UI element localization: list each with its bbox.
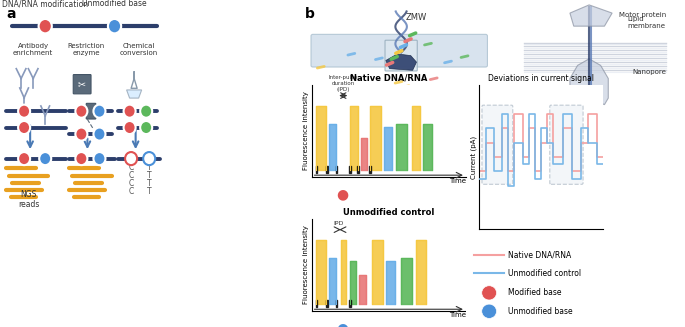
Text: Time: Time bbox=[449, 312, 466, 318]
Y-axis label: Fluorescence intensity: Fluorescence intensity bbox=[303, 91, 309, 170]
Title: Native DNA/RNA: Native DNA/RNA bbox=[350, 74, 427, 83]
Circle shape bbox=[18, 105, 30, 118]
Circle shape bbox=[38, 19, 52, 33]
FancyBboxPatch shape bbox=[482, 105, 513, 184]
Title: Deviations in current signal: Deviations in current signal bbox=[488, 74, 594, 83]
Y-axis label: Current (pA): Current (pA) bbox=[470, 135, 477, 179]
Circle shape bbox=[123, 121, 136, 134]
Polygon shape bbox=[570, 59, 608, 105]
FancyBboxPatch shape bbox=[86, 103, 96, 119]
Text: Unmodified control: Unmodified control bbox=[508, 269, 582, 278]
Text: T: T bbox=[147, 187, 151, 197]
FancyBboxPatch shape bbox=[550, 105, 583, 184]
Text: Native DNA/RNA: Native DNA/RNA bbox=[508, 250, 571, 260]
Text: ●: ● bbox=[561, 246, 571, 256]
FancyBboxPatch shape bbox=[311, 34, 488, 67]
Text: a: a bbox=[6, 7, 16, 21]
Polygon shape bbox=[570, 5, 612, 26]
Text: DNA/RNA modification: DNA/RNA modification bbox=[2, 0, 88, 8]
Text: Unmodified base: Unmodified base bbox=[508, 307, 573, 316]
Circle shape bbox=[75, 128, 88, 141]
Text: ●: ● bbox=[336, 321, 349, 327]
Text: C: C bbox=[129, 179, 134, 188]
Circle shape bbox=[140, 121, 152, 134]
Circle shape bbox=[75, 105, 88, 118]
Text: C: C bbox=[129, 171, 134, 180]
Text: b: b bbox=[306, 7, 315, 21]
Circle shape bbox=[39, 152, 51, 165]
Title: Unmodified control: Unmodified control bbox=[343, 208, 434, 217]
Circle shape bbox=[93, 128, 105, 141]
Text: Antibody
enrichment: Antibody enrichment bbox=[13, 43, 53, 56]
Circle shape bbox=[143, 152, 155, 165]
Text: Lipid
membrane: Lipid membrane bbox=[627, 16, 665, 29]
Text: ●: ● bbox=[336, 187, 349, 201]
Circle shape bbox=[482, 286, 497, 300]
Circle shape bbox=[482, 304, 497, 318]
Text: T: T bbox=[147, 163, 151, 172]
Text: Motor protein: Motor protein bbox=[619, 12, 666, 18]
Text: C: C bbox=[129, 187, 134, 197]
Y-axis label: Fluorescence intensity: Fluorescence intensity bbox=[303, 225, 309, 304]
Polygon shape bbox=[127, 90, 142, 98]
FancyBboxPatch shape bbox=[385, 40, 417, 71]
FancyBboxPatch shape bbox=[464, 237, 680, 322]
Text: ZMW: ZMW bbox=[406, 13, 427, 22]
Circle shape bbox=[18, 152, 30, 165]
FancyBboxPatch shape bbox=[73, 75, 91, 94]
Circle shape bbox=[108, 19, 121, 33]
Circle shape bbox=[93, 152, 105, 165]
Text: ✂: ✂ bbox=[78, 79, 86, 89]
Text: C: C bbox=[129, 163, 134, 172]
Circle shape bbox=[75, 152, 88, 165]
Text: Modified base: Modified base bbox=[508, 288, 562, 297]
Text: T: T bbox=[147, 171, 151, 180]
Text: Restriction
enzyme: Restriction enzyme bbox=[67, 43, 105, 56]
Circle shape bbox=[93, 105, 105, 118]
Circle shape bbox=[18, 121, 30, 134]
Text: NGS
reads: NGS reads bbox=[18, 190, 39, 209]
Text: Time: Time bbox=[586, 239, 603, 245]
Text: Inter-pulse
duration
(IPD): Inter-pulse duration (IPD) bbox=[329, 76, 358, 92]
Text: IPD: IPD bbox=[334, 221, 344, 226]
Text: Chemical
conversion: Chemical conversion bbox=[119, 43, 158, 56]
Text: Unmodified base: Unmodified base bbox=[82, 0, 147, 8]
Text: Time: Time bbox=[449, 178, 466, 184]
Circle shape bbox=[125, 152, 137, 165]
Text: Polymerase: Polymerase bbox=[325, 88, 370, 97]
Circle shape bbox=[140, 105, 152, 118]
Polygon shape bbox=[386, 54, 416, 70]
Circle shape bbox=[123, 105, 136, 118]
Text: T: T bbox=[147, 179, 151, 188]
Text: Nanopore: Nanopore bbox=[632, 69, 666, 75]
Text: ●: ● bbox=[499, 246, 509, 256]
